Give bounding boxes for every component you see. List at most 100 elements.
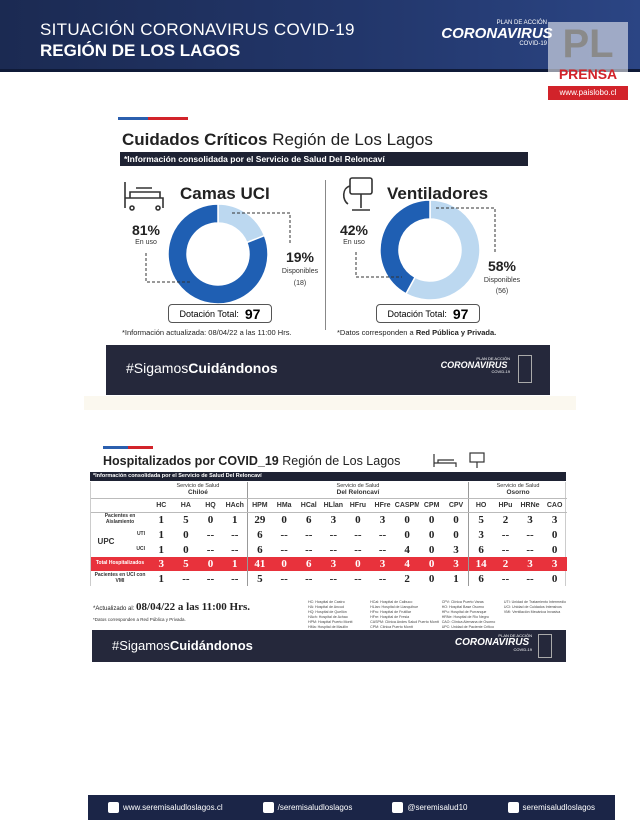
cell: 0 <box>183 528 189 541</box>
beds-available: 19% <box>285 249 315 265</box>
cell: -- <box>231 528 239 541</box>
banner-bold: Cuidándonos <box>188 360 278 376</box>
web-text[interactable]: www.seremisaludloslagos.cl <box>123 803 223 812</box>
note-bold: Red Pública y Privada. <box>415 328 497 337</box>
cell: -- <box>501 528 510 541</box>
bed-lines <box>124 182 164 208</box>
vent-total-box: Dotación Total: 97 <box>376 304 480 323</box>
cell: 6 <box>468 571 494 586</box>
cell: 1 <box>158 513 165 526</box>
donut-in-use <box>379 199 431 295</box>
cell: 0 <box>428 528 435 541</box>
cell: 41 <box>246 557 272 571</box>
legend-item: HA: Hospital de Ancud <box>308 605 344 609</box>
connector <box>232 212 291 245</box>
legend-item: HFru: Hospital de Frutillar <box>370 610 412 614</box>
cell: 0 <box>428 558 435 570</box>
legend: HC: Hospital de Castro HA: Hospital de An… <box>308 600 566 629</box>
legend-item: HMa: Hospital de Maullín <box>308 625 349 629</box>
instagram-text[interactable]: seremisaludloslagos <box>522 803 595 812</box>
connector-lines <box>145 212 291 283</box>
footer-facebook[interactable]: /seremisaludloslagos <box>262 802 353 813</box>
cell: -- <box>526 528 534 541</box>
column-header: HCal <box>296 498 322 513</box>
legend-item: HAch: Hospital de Achao <box>308 615 348 619</box>
footer-twitter[interactable]: @seremisalud10 <box>392 802 467 813</box>
beds-connectors <box>145 212 291 283</box>
table-subtitle: *Información consolidada por el Servicio… <box>90 472 566 481</box>
cell: 1 <box>232 558 238 570</box>
column-header: HQ <box>198 498 223 513</box>
cell: 5 <box>468 512 494 527</box>
vent-available-label: Disponibles <box>483 277 521 284</box>
watermark: PL PRENSA www.paislobo.cl <box>548 22 628 104</box>
legend-item: HC: Hospital de Castro <box>308 600 345 604</box>
footer-web[interactable]: www.seremisaludloslagos.cl <box>108 802 223 813</box>
cell: 6 <box>306 558 312 570</box>
cell: 3 <box>527 513 533 526</box>
cell: 2 <box>502 558 509 570</box>
watermark-name: PRENSA <box>558 66 618 82</box>
logo-top: PLAN DE ACCIÓN <box>476 356 510 361</box>
note-date: 08/04/22 a las 11:00 Hrs. <box>136 601 251 613</box>
legend-item: UTI: Unidad de Tratamiento Intermedio <box>503 600 566 604</box>
banner-logo: PLAN DE ACCIÓN CORONAVIRUS COVID-19 <box>452 634 532 652</box>
vent-available-count: (56) <box>495 288 509 295</box>
donut-available <box>404 199 481 301</box>
title-bold: Cuidados Críticos <box>122 130 268 149</box>
cell: 1 <box>453 572 459 585</box>
vent-icon <box>469 452 485 463</box>
total-row: Total Hospitalizados 3 5 0 1 41 0 6 3 0 3 4 0 3 14 2 3 3 <box>91 557 567 571</box>
note-label: *Actualizado al: <box>93 606 135 612</box>
card-title: Cuidados Críticos Región de Los Lagos <box>122 130 433 150</box>
cell: -- <box>329 543 337 556</box>
vent-connectors <box>355 207 496 278</box>
legend-item: HLlan: Hospital de Llanquihue <box>370 605 419 609</box>
header-title: SITUACIÓN CORONAVIRUS COVID-19 <box>40 20 355 39</box>
corner <box>91 482 149 499</box>
cell: -- <box>501 572 510 585</box>
cell: -- <box>305 528 313 541</box>
cell: 4 <box>404 543 410 556</box>
row-label: Total Hospitalizados <box>95 560 145 567</box>
cell: -- <box>354 543 362 556</box>
banner-tag: #Sigamos <box>112 638 170 653</box>
column-header: CPM <box>419 498 444 513</box>
facebook-text[interactable]: /seremisaludloslagos <box>277 803 353 812</box>
logo-bottom: COVID-19 <box>513 647 532 652</box>
ventilator-drawing <box>342 177 373 211</box>
cell: -- <box>526 572 534 585</box>
header <box>0 0 640 72</box>
column-header: HC <box>149 498 174 513</box>
cell: 2 <box>404 572 410 585</box>
cell: 0 <box>355 558 361 570</box>
ventilators-title: Ventiladores <box>387 184 489 203</box>
cell: -- <box>280 543 288 556</box>
footer-instagram[interactable]: seremisaludloslagos <box>507 802 595 813</box>
group-header: Servicio de Salud Osorno <box>468 482 567 499</box>
column-header: HMa <box>271 498 297 513</box>
cell: -- <box>305 572 313 585</box>
banner-text: #SigamosCuidándonos <box>112 638 253 653</box>
cell: -- <box>231 572 239 585</box>
data-row: UPC UTI 1 0 -- -- 6 -- -- -- -- -- 0 0 0 3 -- -- 0 <box>91 527 567 545</box>
ventilators-donut <box>379 199 481 301</box>
watermark-mark: PL <box>562 22 614 66</box>
banner-logo: PLAN DE ACCIÓN CORONAVIRUS COVID-19 <box>438 357 510 374</box>
group-label: Servicio de Salud <box>336 483 380 490</box>
connector-lines <box>355 207 496 278</box>
cell: -- <box>280 572 288 585</box>
twitter-text[interactable]: @seremisalud10 <box>407 803 468 812</box>
row-label: UCI <box>136 545 145 552</box>
donut-in-use <box>167 203 269 305</box>
cell: 0 <box>428 543 435 556</box>
cell: 0 <box>453 528 459 541</box>
legend-item: HCal: Hospital de Calbuco <box>370 600 413 604</box>
legend-item: UCI: Unidad de Cuidados Intensivos <box>503 605 562 609</box>
accent-red <box>128 446 153 449</box>
legend-item: HRNe: Hospital de Río Negro <box>441 615 489 619</box>
banner-bold: Cuidándonos <box>169 638 253 653</box>
header-subtitle: REGIÓN DE LOS LAGOS <box>40 41 241 60</box>
cell: -- <box>206 528 215 541</box>
table-container: Servicio de Salud Chiloé Servicio de Salud… <box>90 482 567 586</box>
